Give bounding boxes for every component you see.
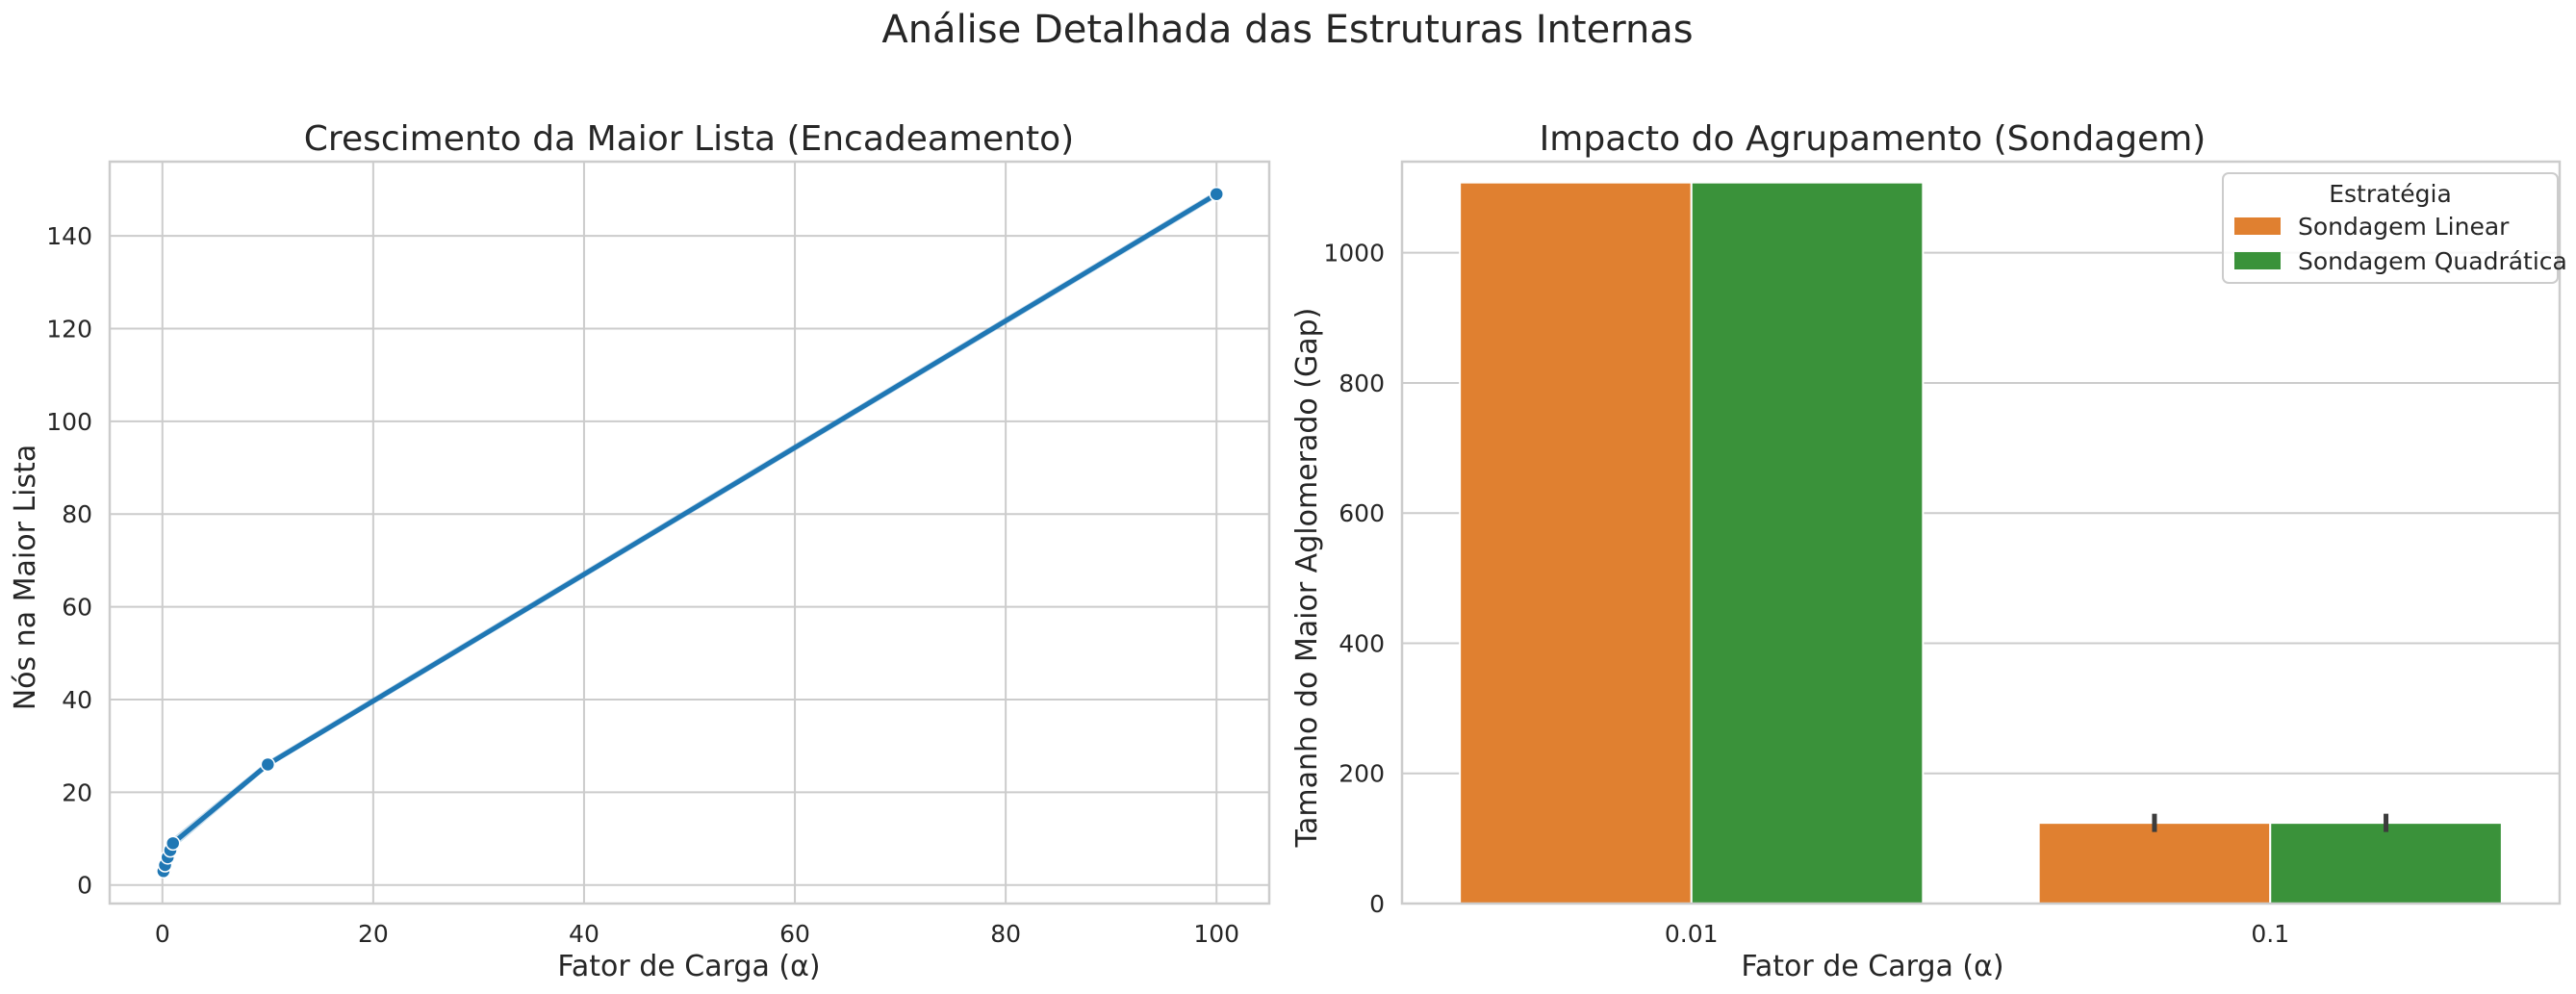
- bar-y-tick-label: 800: [1339, 370, 1385, 397]
- bar: [1690, 181, 1925, 905]
- legend-swatch-linear: [2234, 217, 2281, 235]
- bar-chart-title: Impacto do Agrupamento (Sondagem): [1540, 119, 2206, 159]
- line-point: [165, 835, 181, 852]
- legend-title: Estratégia: [2329, 180, 2452, 208]
- line-x-tick-label: 0: [155, 920, 170, 948]
- bar-series: [1459, 181, 2503, 905]
- bar-y-tick-label: 600: [1339, 499, 1385, 527]
- line-chart-title: Crescimento da Maior Lista (Encadeamento…: [304, 119, 1074, 159]
- legend-label-quadratic: Sondagem Quadrática: [2298, 247, 2567, 275]
- line-x-axis-label: Fator de Carga (α): [557, 950, 820, 983]
- bar: [2269, 822, 2503, 905]
- bar: [1459, 181, 1693, 905]
- line-point: [1209, 186, 1224, 202]
- line-y-ticks: 0 20 40 60 80 100 120 140: [46, 222, 92, 900]
- line-x-tick-label: 40: [569, 920, 599, 948]
- line-points: [156, 186, 1224, 879]
- bar-y-ticks: 0 200 400 600 800 1000: [1323, 240, 1385, 918]
- line-series: [161, 191, 1218, 872]
- bar-x-tick-label: 0.01: [1665, 920, 1719, 948]
- legend-label-linear: Sondagem Linear: [2298, 213, 2510, 241]
- line-x-tick-label: 100: [1193, 920, 1239, 948]
- line-y-tick-label: 20: [62, 778, 92, 806]
- line-chart-grid: [110, 162, 1269, 904]
- legend-box: [2222, 172, 2559, 284]
- legend: Estratégia Sondagem Linear Sondagem Quad…: [2222, 172, 2567, 284]
- line-y-tick-label: 140: [46, 222, 92, 250]
- line-point: [260, 756, 276, 773]
- bar-chart-frame: [1400, 160, 2562, 905]
- bar-x-tick-label: 0.1: [2251, 920, 2289, 948]
- bar-x-axis-label: Fator de Carga (α): [1741, 950, 2003, 983]
- bar-y-tick-label: 400: [1339, 629, 1385, 657]
- line-y-tick-label: 80: [62, 500, 92, 528]
- bar: [2037, 822, 2272, 905]
- figure-title: Análise Detalhada das Estruturas Interna…: [881, 8, 1693, 52]
- line-y-axis-label: Nós na Maior Lista: [9, 445, 42, 711]
- line-y-tick-label: 100: [46, 408, 92, 436]
- line-y-tick-label: 60: [62, 594, 92, 622]
- line-x-tick-label: 60: [779, 920, 810, 948]
- bar-chart: Impacto do Agrupamento (Sondagem) 0.01 0.…: [1290, 119, 2567, 983]
- legend-swatch-quadratic: [2234, 252, 2281, 269]
- bar-y-tick-label: 0: [1369, 890, 1385, 918]
- bar-y-tick-label: 1000: [1323, 240, 1385, 268]
- line-x-tick-label: 80: [990, 920, 1021, 948]
- line-x-ticks: 0 20 40 60 80 100: [155, 920, 1239, 948]
- line-chart: Crescimento da Maior Lista (Encadeamento…: [9, 119, 1271, 983]
- bar-x-ticks: 0.01 0.1: [1665, 920, 2289, 948]
- bar-y-axis-label: Tamanho do Maior Aglomerado (Gap): [1290, 308, 1324, 849]
- line-y-tick-label: 0: [77, 872, 92, 900]
- line-y-tick-label: 120: [46, 315, 92, 343]
- line-y-tick-label: 40: [62, 686, 92, 714]
- line-chart-frame: [108, 160, 1271, 905]
- line-x-tick-label: 20: [358, 920, 389, 948]
- line-confidence-band: [163, 190, 1217, 874]
- bar-y-tick-label: 200: [1339, 760, 1385, 788]
